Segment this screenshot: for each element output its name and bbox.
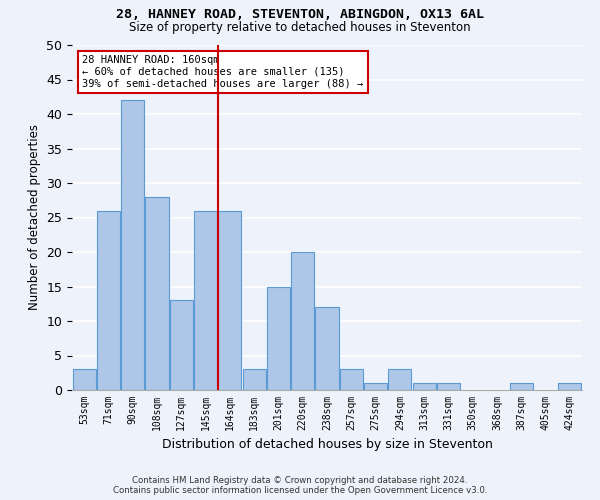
Bar bbox=[73, 370, 95, 390]
Text: Size of property relative to detached houses in Steventon: Size of property relative to detached ho… bbox=[129, 22, 471, 35]
Y-axis label: Number of detached properties: Number of detached properties bbox=[28, 124, 41, 310]
Text: Contains HM Land Registry data © Crown copyright and database right 2024.
Contai: Contains HM Land Registry data © Crown c… bbox=[113, 476, 487, 495]
Text: 28 HANNEY ROAD: 160sqm
← 60% of detached houses are smaller (135)
39% of semi-de: 28 HANNEY ROAD: 160sqm ← 60% of detached… bbox=[82, 56, 364, 88]
Text: 28, HANNEY ROAD, STEVENTON, ABINGDON, OX13 6AL: 28, HANNEY ROAD, STEVENTON, ABINGDON, OX… bbox=[116, 8, 484, 20]
Bar bbox=[291, 252, 314, 390]
Bar bbox=[388, 370, 412, 390]
Bar bbox=[145, 197, 169, 390]
X-axis label: Distribution of detached houses by size in Steventon: Distribution of detached houses by size … bbox=[161, 438, 493, 452]
Bar bbox=[364, 383, 387, 390]
Bar bbox=[559, 383, 581, 390]
Bar bbox=[267, 286, 290, 390]
Bar bbox=[170, 300, 193, 390]
Bar bbox=[413, 383, 436, 390]
Bar bbox=[510, 383, 533, 390]
Bar bbox=[121, 100, 144, 390]
Bar bbox=[97, 210, 120, 390]
Bar bbox=[194, 210, 217, 390]
Bar bbox=[437, 383, 460, 390]
Bar bbox=[316, 307, 338, 390]
Bar bbox=[218, 210, 241, 390]
Bar bbox=[242, 370, 266, 390]
Bar bbox=[340, 370, 363, 390]
